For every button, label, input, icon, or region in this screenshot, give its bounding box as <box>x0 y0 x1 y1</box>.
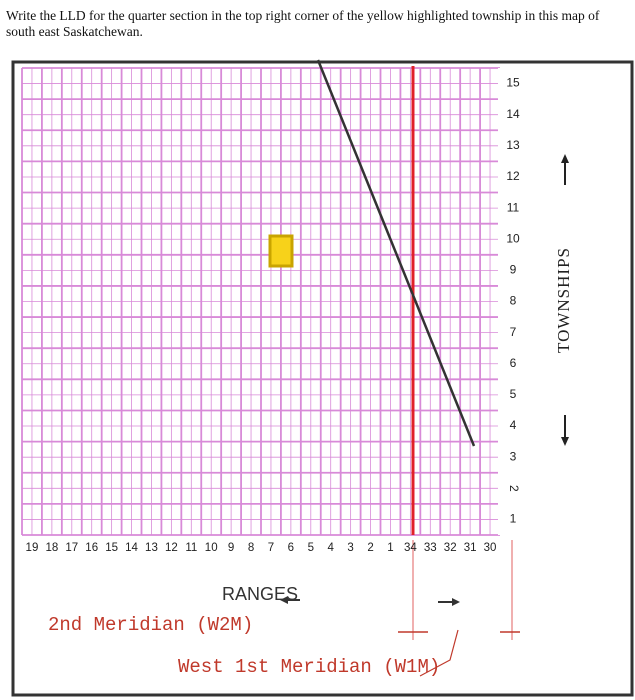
highlighted-township <box>268 234 294 268</box>
range-label: 8 <box>248 542 254 554</box>
arrow <box>561 437 569 446</box>
range-label: 33 <box>424 542 437 554</box>
question: Write the LLD for the quarter section in… <box>6 8 600 39</box>
label-strip <box>498 68 528 535</box>
range-label: 19 <box>26 542 39 554</box>
arrow <box>452 598 460 606</box>
w2m-label: 2nd Meridian (W2M) <box>48 614 253 636</box>
range-label: 18 <box>45 542 58 554</box>
township-label: 13 <box>506 138 520 152</box>
township-label: 5 <box>510 387 517 401</box>
range-label: 7 <box>268 542 274 554</box>
range-label: 3 <box>347 542 353 554</box>
range-label: 32 <box>444 542 457 554</box>
w1m-label: West 1st Meridian (W1M) <box>178 656 440 678</box>
arrow <box>280 596 288 604</box>
leader-line <box>419 629 459 677</box>
range-label: 2 <box>367 542 373 554</box>
range-label: 15 <box>105 542 118 554</box>
township-label: 6 <box>510 356 517 370</box>
township-label: 1 <box>510 512 517 526</box>
township-label: 8 <box>510 294 517 308</box>
township-label: 15 <box>506 76 520 90</box>
range-label: 34 <box>404 542 417 554</box>
range-label: 10 <box>205 542 218 554</box>
range-label: 14 <box>125 542 138 554</box>
border-line <box>316 59 476 447</box>
townships-label: TOWNSHIPS <box>554 247 573 353</box>
township-label: 3 <box>510 449 517 463</box>
township-label: 7 <box>510 325 517 339</box>
township-label: 4 <box>510 418 517 432</box>
ranges-label: RANGES <box>222 584 298 604</box>
range-label: 5 <box>308 542 314 554</box>
township-label: 2 <box>507 485 521 492</box>
range-label: 12 <box>165 542 178 554</box>
township-label: 10 <box>506 231 520 245</box>
range-label: 9 <box>228 542 234 554</box>
arrow <box>561 154 569 163</box>
township-label: 12 <box>506 169 520 183</box>
range-label: 30 <box>484 542 497 554</box>
range-label: 31 <box>464 542 477 554</box>
range-label: 6 <box>288 542 294 554</box>
township-label: 9 <box>510 263 517 277</box>
grid <box>21 67 528 536</box>
range-label: 16 <box>85 542 98 554</box>
range-label: 11 <box>185 542 197 554</box>
township-label: 14 <box>506 107 520 121</box>
range-label: 1 <box>387 542 393 554</box>
range-label: 17 <box>65 542 78 554</box>
township-label: 11 <box>507 200 520 214</box>
range-label: 13 <box>145 542 158 554</box>
range-label: 4 <box>328 542 335 554</box>
